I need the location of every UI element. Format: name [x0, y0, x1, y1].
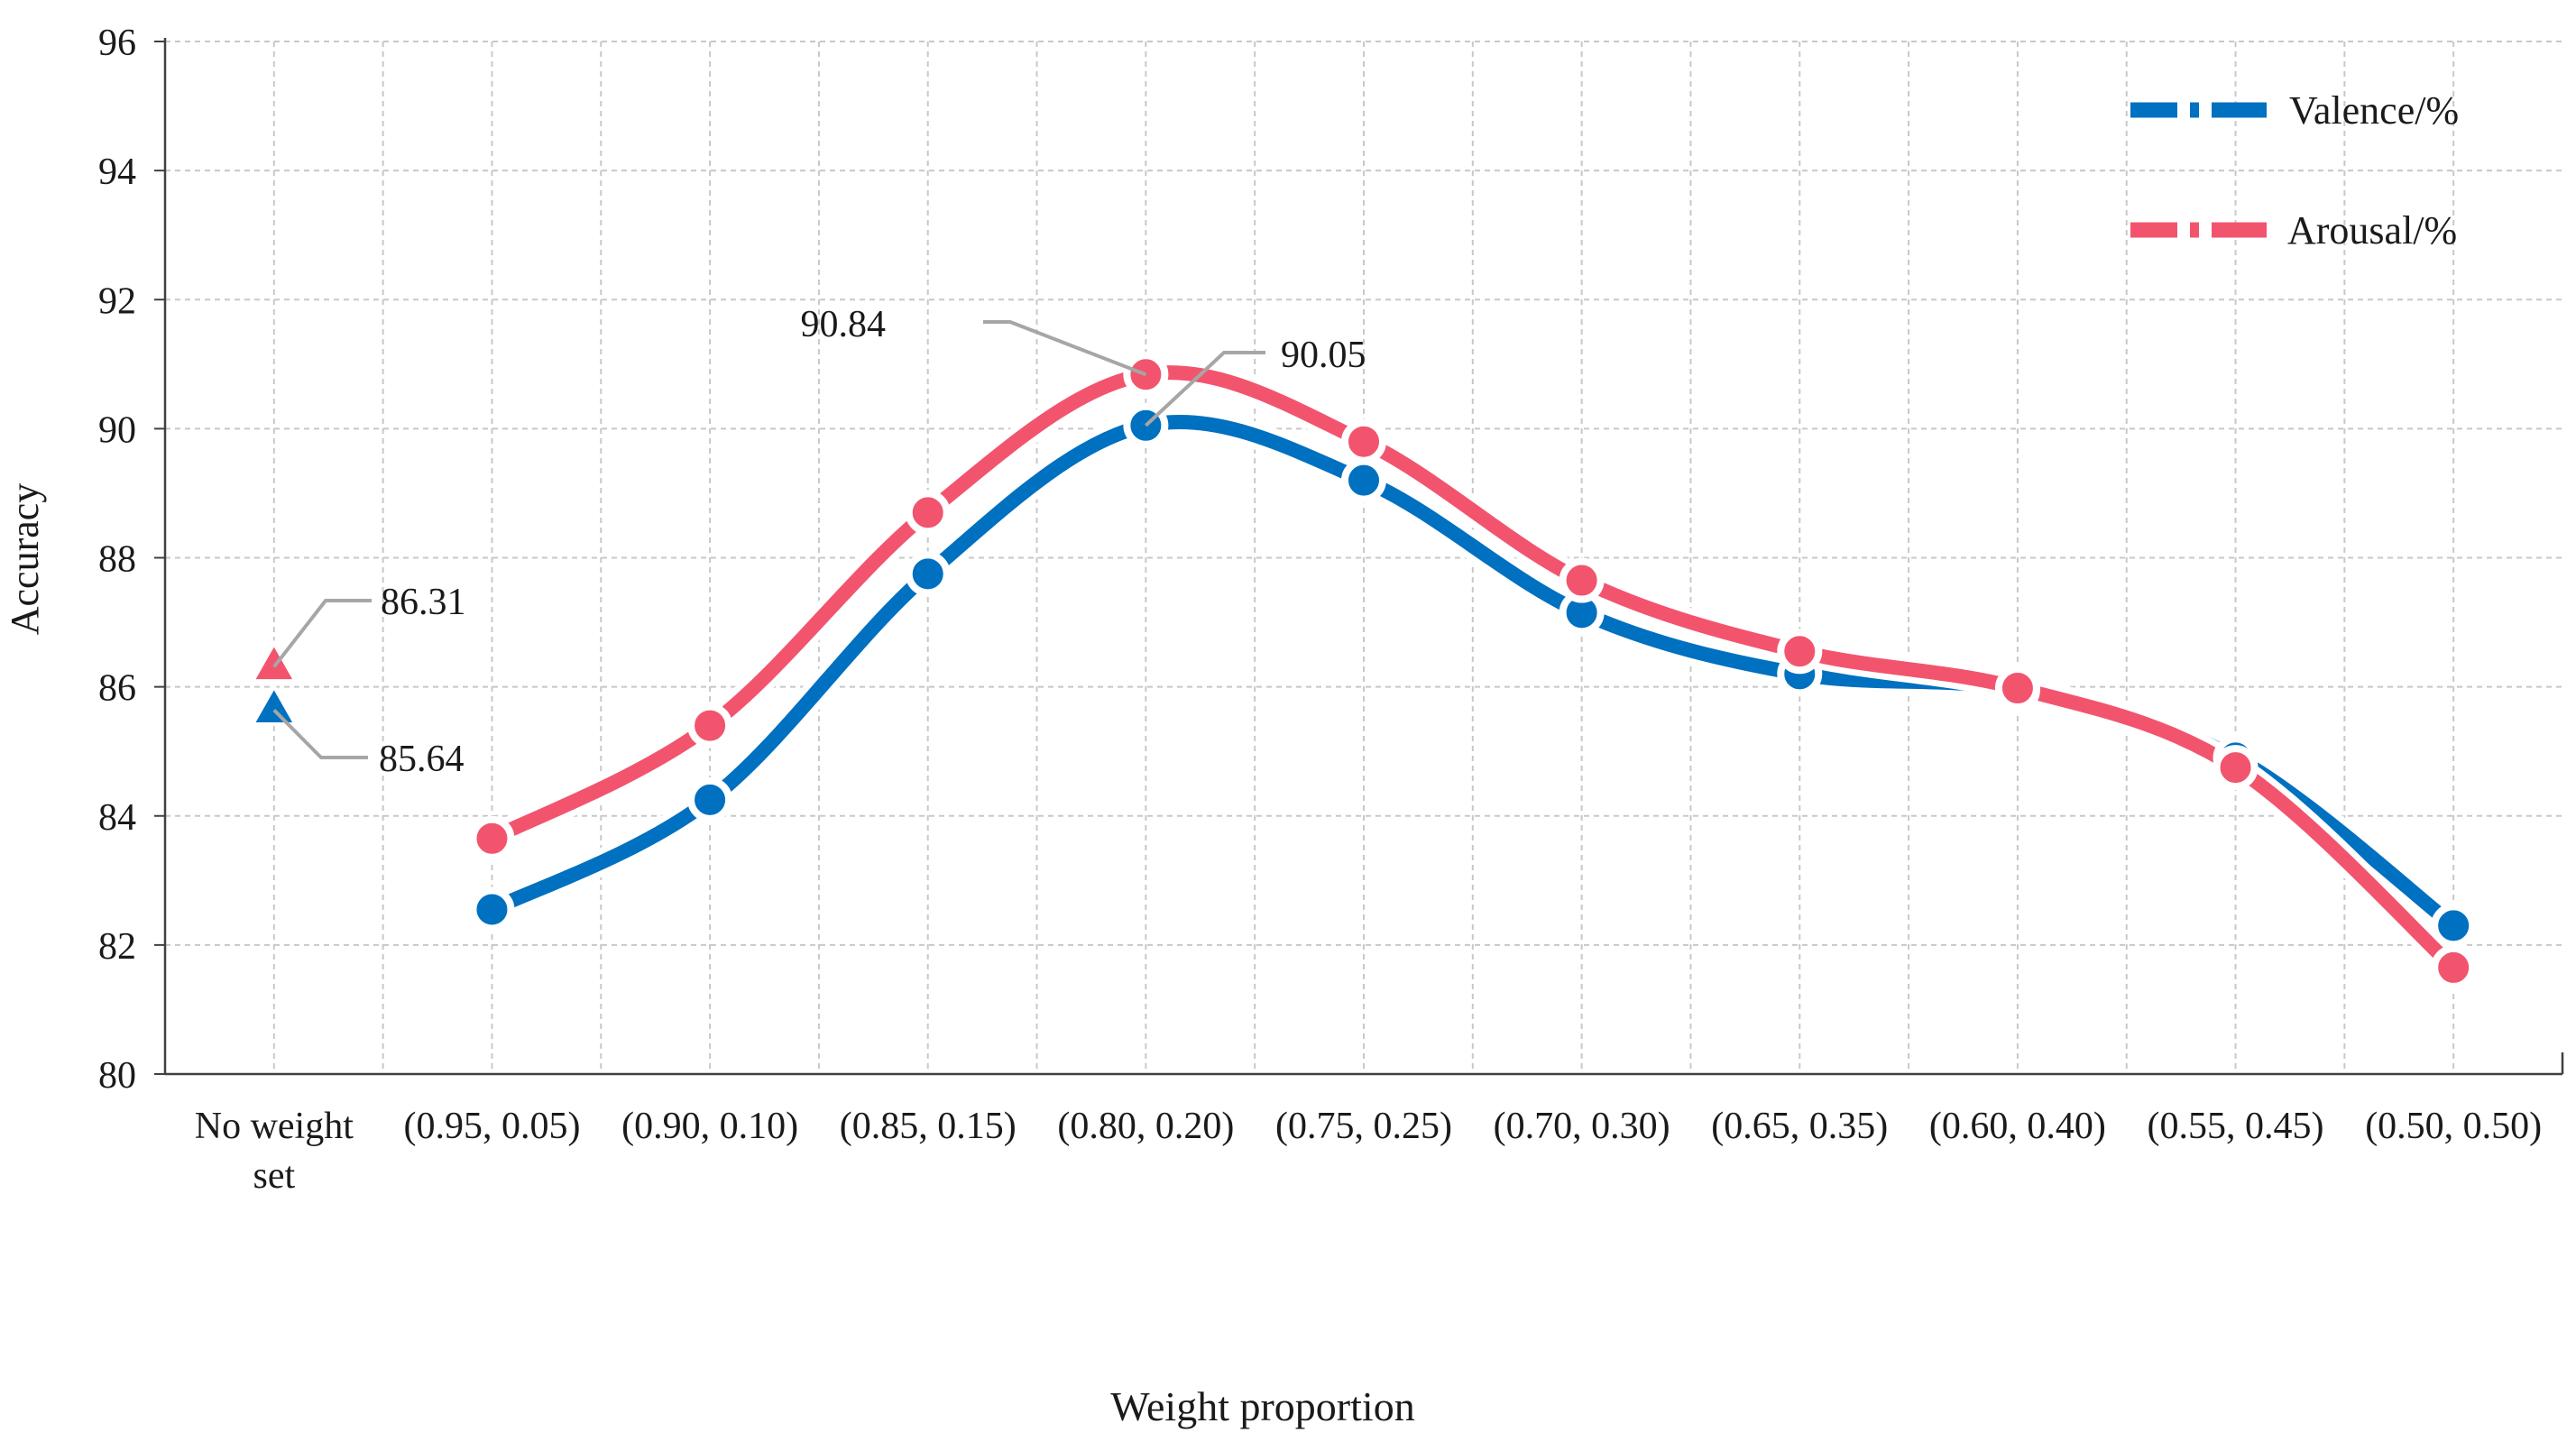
- arousal-triangle-marker: [249, 639, 299, 684]
- x-tick-label: (0.90, 0.10): [621, 1106, 798, 1147]
- data-label: 86.31: [381, 582, 466, 623]
- y-tick-label: 96: [98, 23, 136, 64]
- x-tick-label-line: (0.85, 0.15): [840, 1106, 1017, 1147]
- y-tick-label: 88: [98, 539, 136, 581]
- x-tick-label-line: (0.50, 0.50): [2365, 1106, 2542, 1147]
- valence-point-marker: [905, 551, 951, 597]
- x-tick-label: (0.65, 0.35): [1711, 1106, 1888, 1147]
- annotation-layer: 86.31 85.64 90.84 90.05: [272, 304, 1366, 780]
- y-tick-label: 86: [98, 668, 136, 710]
- annotation-leader-line: [272, 599, 372, 668]
- arousal-point-marker: [2431, 944, 2477, 990]
- y-axis-title: Accuracy: [3, 483, 47, 636]
- x-tick-label-line: (0.75, 0.25): [1275, 1106, 1452, 1147]
- data-label: 85.64: [379, 739, 465, 780]
- valence-point-marker: [1341, 457, 1386, 503]
- x-tick-label: No weight set: [195, 1106, 354, 1197]
- x-tick-label-line: (0.70, 0.30): [1494, 1106, 1670, 1147]
- y-tick-label: 92: [98, 280, 136, 322]
- x-tick-label-line: No weight: [195, 1106, 354, 1147]
- y-tick-label: 94: [98, 152, 136, 193]
- arousal-point-marker: [905, 490, 951, 536]
- arousal-point-marker: [1777, 629, 1823, 675]
- arousal-point-marker: [469, 815, 515, 861]
- x-tick-label-line: (0.90, 0.10): [621, 1106, 798, 1147]
- arousal-point-marker: [1341, 418, 1386, 464]
- y-tick-label: 80: [98, 1055, 136, 1097]
- legend-label: Arousal/%: [2287, 208, 2457, 253]
- arousal-series-line: [484, 365, 2461, 975]
- annotation-leader-line: [1144, 351, 1265, 427]
- valence-triangle-marker: [249, 683, 299, 727]
- valence-point-marker: [687, 776, 733, 822]
- x-tick-label-line: (0.60, 0.40): [1929, 1106, 2106, 1147]
- y-tick-label: 84: [98, 797, 136, 839]
- y-tick-label: 82: [98, 926, 136, 968]
- valence-point-marker: [469, 886, 515, 932]
- x-tick-label: (0.50, 0.50): [2365, 1106, 2542, 1147]
- y-tick-label: 90: [98, 409, 136, 451]
- legend: Valence/% Arousal/%: [2130, 88, 2459, 253]
- x-tick-label: (0.85, 0.15): [840, 1106, 1017, 1147]
- x-tick-label-line: (0.95, 0.05): [403, 1106, 580, 1147]
- series-layer: [249, 352, 2477, 990]
- grid-layer: [165, 41, 2562, 1074]
- valence-point-marker: [2431, 903, 2477, 949]
- x-tick-label-line: set: [253, 1155, 295, 1197]
- x-tick-label-line: (0.80, 0.20): [1057, 1106, 1234, 1147]
- legend-label: Valence/%: [2289, 88, 2459, 133]
- x-tick-label: (0.80, 0.20): [1057, 1106, 1234, 1147]
- axis-layer: 80 82 84 86 88 90 92 94 96 No weight set (0.95, 0.0…: [98, 23, 2564, 1197]
- x-tick-label: (0.95, 0.05): [403, 1106, 580, 1147]
- annotation-leader-line: [272, 708, 368, 759]
- arousal-point-marker: [2213, 745, 2259, 791]
- data-label: 90.05: [1281, 335, 1366, 376]
- arousal-point-marker: [1559, 557, 1605, 603]
- x-tick-label: (0.55, 0.45): [2148, 1106, 2324, 1147]
- annotation-leader-line: [983, 320, 1147, 377]
- x-axis-title: Weight proportion: [1110, 1383, 1414, 1429]
- data-label: 90.84: [801, 304, 887, 345]
- arousal-point-marker: [1994, 666, 2040, 712]
- x-tick-label-line: (0.65, 0.35): [1711, 1106, 1888, 1147]
- x-tick-label: (0.60, 0.40): [1929, 1106, 2106, 1147]
- x-tick-label: (0.75, 0.25): [1275, 1106, 1452, 1147]
- arousal-point-marker: [687, 703, 733, 748]
- x-tick-label-line: (0.55, 0.45): [2148, 1106, 2324, 1147]
- x-tick-label: (0.70, 0.30): [1494, 1106, 1670, 1147]
